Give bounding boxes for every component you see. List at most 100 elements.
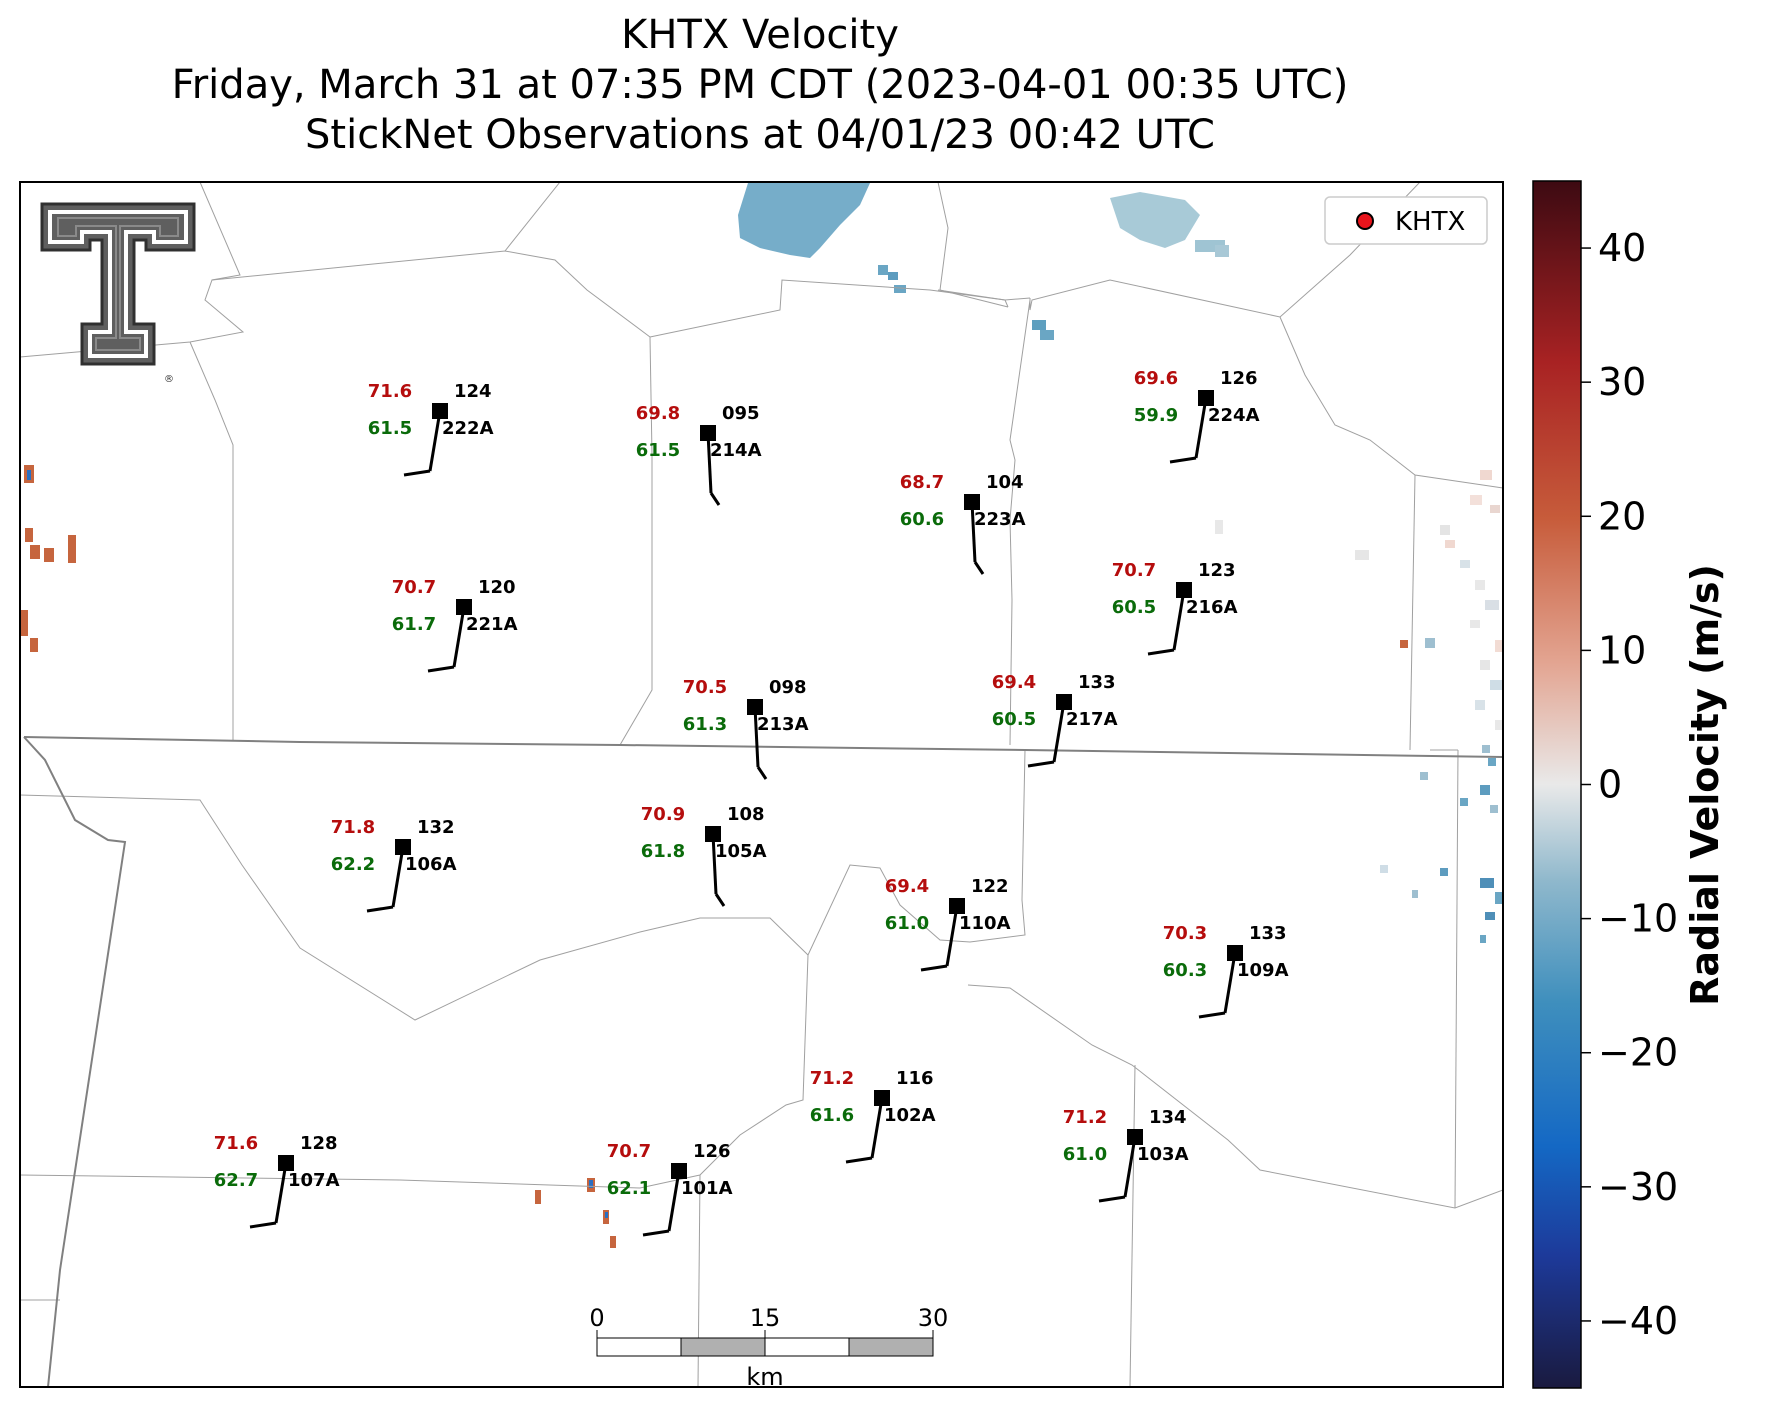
station-dewpoint: 60.5 bbox=[992, 709, 1036, 730]
station-wind-direction: 134 bbox=[1149, 1107, 1187, 1128]
station-temperature: 71.2 bbox=[1063, 1107, 1107, 1128]
station-temperature: 69.8 bbox=[636, 403, 680, 424]
station-marker bbox=[456, 599, 472, 615]
wind-barb-staff bbox=[753, 706, 760, 768]
wind-barb-flag bbox=[756, 766, 768, 780]
station-temperature: 69.6 bbox=[1134, 368, 1178, 389]
wind-barb-flag bbox=[920, 964, 948, 972]
colorbar-tick-label: 10 bbox=[1598, 628, 1646, 672]
station-marker bbox=[747, 699, 763, 715]
wind-barb-flag bbox=[1147, 648, 1175, 656]
station-214A: 69.8 095 61.5 214A bbox=[636, 403, 762, 506]
station-temperature: 71.6 bbox=[214, 1133, 258, 1154]
wind-barb-staff bbox=[452, 606, 466, 668]
station-temperature: 68.7 bbox=[900, 472, 944, 493]
colorbar-tick-label: −30 bbox=[1598, 1165, 1678, 1209]
station-temperature: 70.7 bbox=[392, 577, 436, 598]
station-id: 110A bbox=[959, 913, 1011, 934]
scale-tick-30: 30 bbox=[918, 1304, 949, 1332]
station-id: 221A bbox=[466, 614, 518, 635]
station-216A: 70.7 123 60.5 216A bbox=[1112, 560, 1238, 656]
station-id: 213A bbox=[757, 714, 809, 735]
legend-box: KHTX bbox=[1324, 196, 1488, 245]
wind-barb-staff bbox=[711, 833, 718, 895]
station-temperature: 71.6 bbox=[368, 381, 412, 402]
station-id: 216A bbox=[1186, 597, 1238, 618]
station-wind-direction: 132 bbox=[417, 817, 455, 838]
legend-label: KHTX bbox=[1395, 207, 1465, 237]
station-temperature: 70.7 bbox=[1112, 560, 1156, 581]
wind-barb-staff bbox=[706, 432, 713, 494]
map-frame bbox=[19, 181, 1504, 1388]
station-temperature: 71.8 bbox=[331, 817, 375, 838]
colorbar: 40 30 20 10 0 −10 −20 −30 −40 Radial Velocity (m… bbox=[1532, 180, 1727, 1389]
station-dewpoint: 61.8 bbox=[641, 841, 685, 862]
state-borders bbox=[23, 736, 1503, 1387]
station-marker bbox=[1227, 945, 1243, 961]
wind-barb-staff bbox=[667, 1170, 681, 1232]
radar-echoes bbox=[20, 183, 1503, 1248]
station-marker bbox=[1127, 1129, 1143, 1145]
station-id: 103A bbox=[1137, 1144, 1189, 1165]
wind-barb-staff bbox=[1194, 397, 1208, 459]
station-marker bbox=[964, 494, 980, 510]
station-wind-direction: 133 bbox=[1078, 672, 1116, 693]
wind-barb-staff bbox=[391, 846, 405, 908]
county-borders bbox=[20, 182, 1503, 1387]
station-wind-direction: 126 bbox=[693, 1141, 731, 1162]
station-temperature: 70.5 bbox=[683, 677, 727, 698]
station-marker bbox=[1056, 694, 1072, 710]
colorbar-tick-label: 30 bbox=[1598, 360, 1646, 404]
colorbar-tick-label: −20 bbox=[1598, 1031, 1678, 1075]
station-dewpoint: 61.0 bbox=[1063, 1144, 1107, 1165]
texas-tech-double-t-logo: ® bbox=[40, 202, 196, 385]
scale-tick-15: 15 bbox=[750, 1304, 781, 1332]
station-dewpoint: 59.9 bbox=[1134, 405, 1178, 426]
wind-barb-staff bbox=[428, 410, 442, 472]
wind-barb-staff bbox=[274, 1162, 288, 1224]
station-temperature: 70.9 bbox=[641, 804, 685, 825]
station-marker bbox=[700, 425, 716, 441]
station-dewpoint: 61.7 bbox=[392, 614, 436, 635]
stations-layer: 71.6 124 61.5 222A 69.8 095 61.5 214A 68.7 104 60.… bbox=[214, 368, 1289, 1237]
wind-barb-staff bbox=[1223, 952, 1237, 1014]
station-dewpoint: 62.1 bbox=[607, 1178, 651, 1199]
station-103A: 71.2 134 61.0 103A bbox=[1063, 1107, 1189, 1203]
station-id: 106A bbox=[405, 854, 457, 875]
wind-barb-flag bbox=[709, 492, 721, 506]
wind-barb-flag bbox=[1169, 456, 1197, 464]
title-datetime: Friday, March 31 at 07:35 PM CDT (2023-0… bbox=[171, 62, 1349, 108]
station-wind-direction: 126 bbox=[1220, 368, 1258, 389]
wind-barb-flag bbox=[427, 665, 455, 673]
station-213A: 70.5 098 61.3 213A bbox=[683, 677, 809, 780]
scale-tick-0: 0 bbox=[589, 1304, 604, 1332]
station-wind-direction: 104 bbox=[986, 472, 1024, 493]
station-222A: 71.6 124 61.5 222A bbox=[368, 381, 494, 477]
station-217A: 69.4 133 60.5 217A bbox=[992, 672, 1118, 768]
station-temperature: 70.3 bbox=[1163, 923, 1207, 944]
station-marker bbox=[395, 839, 411, 855]
wind-barb-flag bbox=[714, 893, 726, 907]
wind-barb-flag bbox=[1198, 1011, 1226, 1019]
map-title: KHTX Velocity Friday, March 31 at 07:35 … bbox=[20, 10, 1500, 160]
station-102A: 71.2 116 61.6 102A bbox=[810, 1068, 936, 1164]
khtx-marker-icon bbox=[1356, 212, 1374, 230]
wind-barb-flag bbox=[1098, 1195, 1126, 1203]
station-temperature: 69.4 bbox=[992, 672, 1036, 693]
station-101A: 70.7 126 62.1 101A bbox=[607, 1141, 733, 1237]
colorbar-label: Radial Velocity (m/s) bbox=[1683, 564, 1727, 1006]
station-wind-direction: 095 bbox=[722, 403, 760, 424]
station-224A: 69.6 126 59.9 224A bbox=[1134, 368, 1260, 464]
station-dewpoint: 62.7 bbox=[214, 1170, 258, 1191]
station-marker bbox=[949, 898, 965, 914]
station-marker bbox=[671, 1163, 687, 1179]
station-dewpoint: 61.5 bbox=[368, 418, 412, 439]
colorbar-tick-label: 40 bbox=[1598, 226, 1646, 270]
title-radar: KHTX Velocity bbox=[621, 12, 899, 58]
station-dewpoint: 60.3 bbox=[1163, 960, 1207, 981]
scale-bar: 0 15 30 km bbox=[589, 1304, 949, 1387]
station-marker bbox=[874, 1090, 890, 1106]
wind-barb-flag bbox=[366, 905, 394, 913]
colorbar-tick-label: 0 bbox=[1598, 763, 1622, 807]
